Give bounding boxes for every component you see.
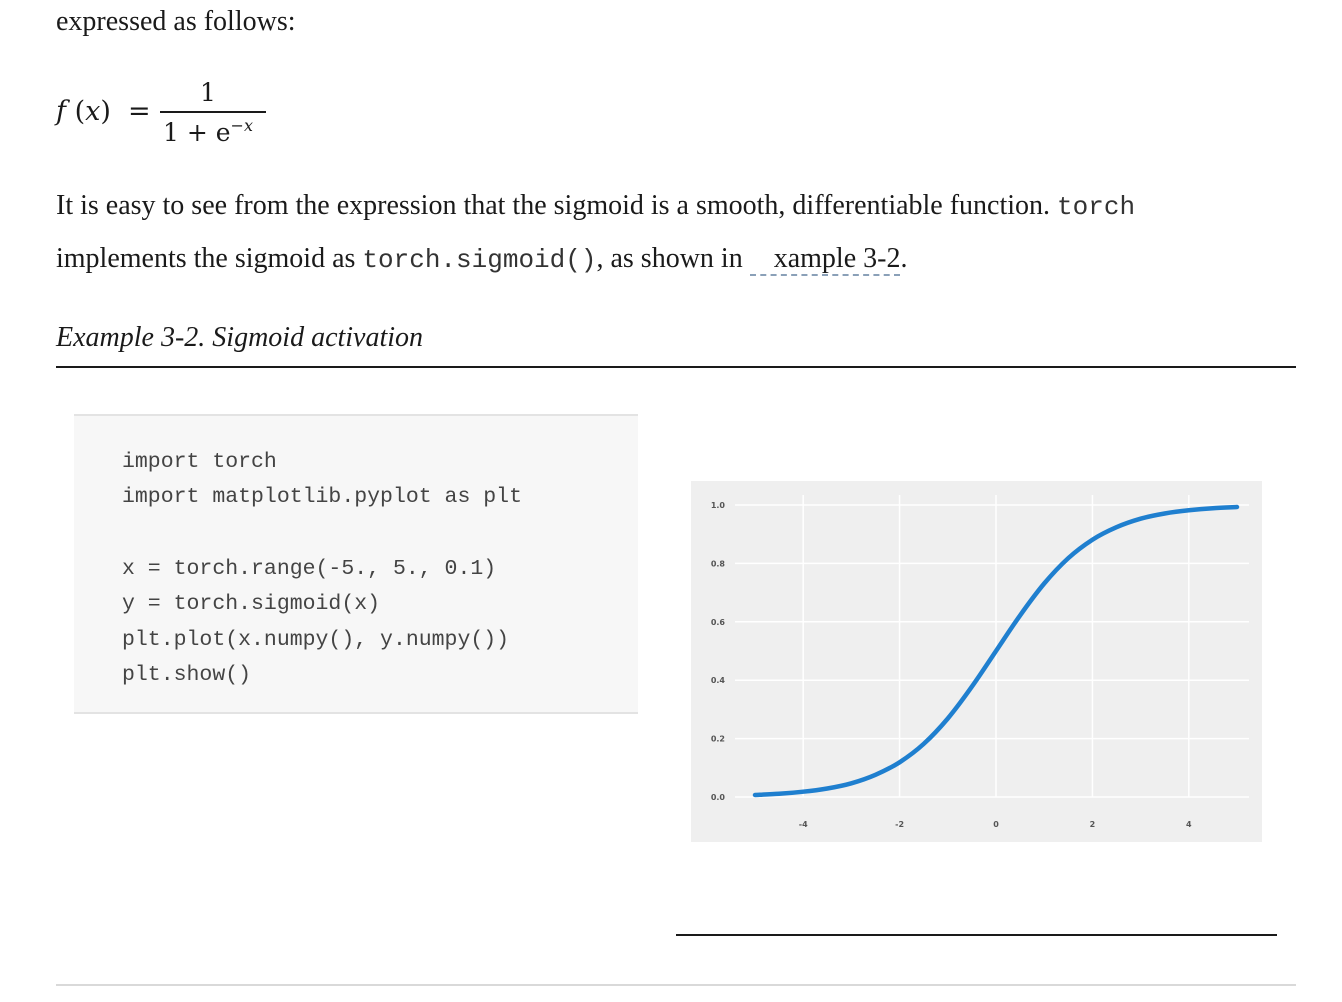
x-tick-label: 0: [993, 820, 999, 829]
formula-numerator: 1: [200, 78, 216, 107]
x-tick-label: -2: [895, 820, 904, 829]
y-tick-label: 0.6: [711, 618, 726, 627]
paragraph-end: .: [900, 243, 908, 274]
plot-grid: [735, 495, 1249, 798]
example-title: Example 3-2. Sigmoid activation: [56, 322, 424, 353]
paragraph-text-1: It is easy to see from the expression th…: [56, 190, 1051, 221]
formula-denominator-base: 1 + e: [163, 118, 231, 147]
sigmoid-plot: 0.0 0.2 0.4 0.6 0.8 1.0 -4 -2 0 2 4: [691, 481, 1262, 842]
y-tick-label: 0.0: [711, 793, 726, 802]
example-title-rule: [56, 366, 1296, 368]
formula-var: x: [85, 96, 101, 127]
plot-tick-labels: 0.0 0.2 0.4 0.6 0.8 1.0 -4 -2 0 2 4: [711, 501, 1192, 829]
code-line-1: import torch: [122, 450, 277, 474]
intro-text: expressed as follows:: [56, 6, 296, 37]
formula-open-paren: (: [66, 96, 86, 127]
x-tick-label: 2: [1090, 820, 1096, 829]
formula-lhs: f (x): [56, 96, 111, 127]
x-tick-label: -4: [799, 820, 808, 829]
example-link-text[interactable]: xample 3-2: [773, 243, 901, 274]
code-line-5: y = torch.sigmoid(x): [122, 592, 381, 616]
formula-equals: =: [128, 96, 151, 127]
inline-code-torch: torch: [1057, 192, 1136, 222]
formula-close-paren: ): [100, 96, 111, 127]
inline-code-sigmoid: torch.sigmoid(): [362, 245, 597, 275]
code-line-4: x = torch.range(-5., 5., 0.1): [122, 557, 497, 581]
footer-rule: [676, 934, 1277, 936]
page-bottom-rule: [56, 984, 1296, 986]
formula-fraction-bar: [160, 111, 266, 113]
example-link[interactable]: xample 3-2: [749, 243, 901, 276]
x-tick-label: 4: [1186, 820, 1192, 829]
code-block: import torch import matplotlib.pyplot as…: [74, 414, 638, 714]
paragraph-text-2: implements the sigmoid as: [56, 243, 356, 274]
code-line-6: plt.plot(x.numpy(), y.numpy()): [122, 628, 510, 652]
y-tick-label: 1.0: [711, 501, 726, 510]
plot-background: [691, 481, 1262, 842]
y-tick-label: 0.8: [711, 559, 726, 568]
code-line-7: plt.show(): [122, 663, 252, 687]
y-tick-label: 0.4: [711, 676, 726, 685]
sigmoid-formula: f (x) = 1 1 + e−x: [56, 74, 316, 154]
y-tick-label: 0.2: [711, 735, 725, 744]
paragraph-text-3: , as shown in: [596, 243, 743, 274]
formula-fn: f: [56, 96, 66, 127]
formula-exponent: −x: [230, 116, 253, 135]
formula-denominator: 1 + e−x: [163, 116, 253, 147]
sigmoid-curve: [752, 504, 1240, 798]
code-line-2: import matplotlib.pyplot as plt: [122, 485, 522, 509]
body-paragraph: It is easy to see from the expression th…: [56, 180, 1296, 286]
